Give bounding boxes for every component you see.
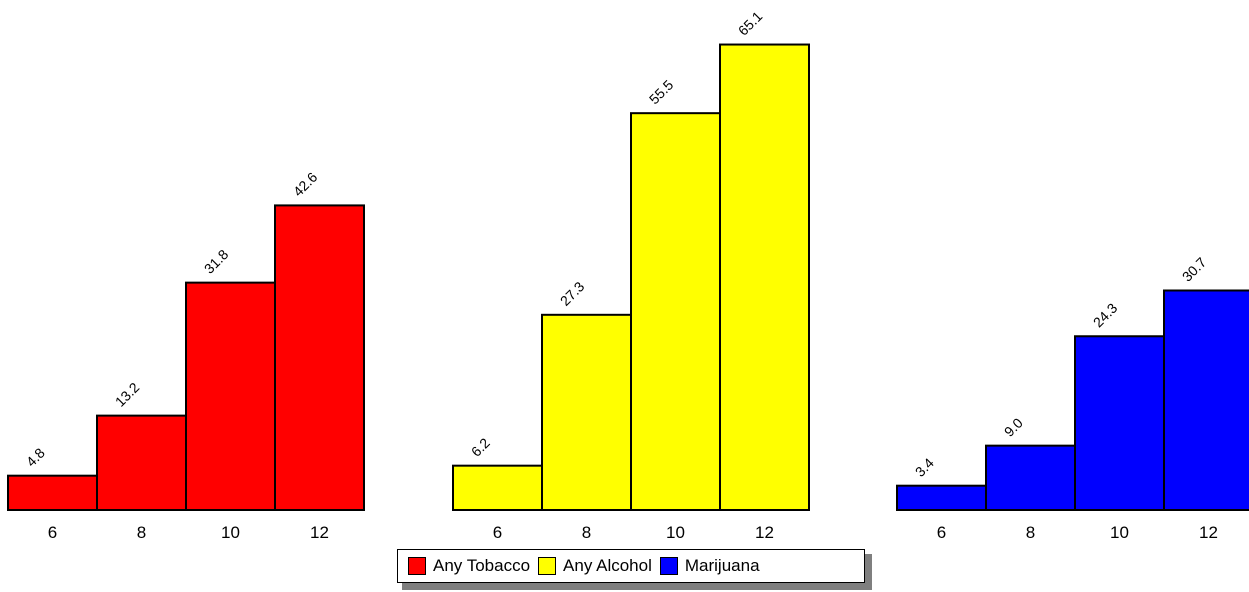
- value-label-marijuana-6: 3.4: [912, 455, 937, 480]
- tick-label-marijuana-8: 8: [1026, 523, 1035, 542]
- tick-label-alcohol-6: 6: [493, 523, 502, 542]
- bar-marijuana-10: [1074, 335, 1165, 511]
- tick-label-marijuana-12: 12: [1199, 523, 1218, 542]
- chart-panel-tobacco: 4.8 6 13.2 8 31.8 10 42.6 12: [7, 169, 365, 542]
- tick-label-tobacco-8: 8: [137, 523, 146, 542]
- value-label-alcohol-8: 27.3: [557, 278, 588, 309]
- legend-swatch-marijuana: [659, 557, 678, 575]
- bar-alcohol-6: [452, 464, 543, 512]
- value-label-tobacco-10: 31.8: [201, 246, 232, 277]
- legend-item-marijuana: Marijuana: [659, 556, 760, 576]
- bar-tobacco-8: [96, 414, 187, 511]
- tick-label-alcohol-12: 12: [755, 523, 774, 542]
- legend-box: Any Tobacco Any Alcohol Marijuana: [397, 549, 865, 583]
- value-label-marijuana-10: 24.3: [1090, 300, 1121, 331]
- chart-panel-marijuana: 3.4 6 9.0 8 24.3 10 30.7 12: [896, 254, 1249, 542]
- legend: Any Tobacco Any Alcohol Marijuana: [397, 549, 872, 590]
- bar-marijuana-12: [1163, 289, 1249, 511]
- value-label-alcohol-12: 65.1: [735, 8, 766, 39]
- tick-label-marijuana-6: 6: [937, 523, 946, 542]
- bar-alcohol-8: [541, 313, 632, 511]
- legend-item-alcohol: Any Alcohol: [538, 556, 652, 576]
- legend-swatch-alcohol: [538, 557, 557, 575]
- value-label-alcohol-10: 55.5: [646, 77, 677, 108]
- bar-tobacco-6: [7, 474, 98, 511]
- tick-label-alcohol-10: 10: [666, 523, 685, 542]
- bar-alcohol-10: [630, 112, 721, 512]
- legend-label-tobacco: Any Tobacco: [433, 556, 531, 575]
- tick-label-marijuana-10: 10: [1110, 523, 1129, 542]
- tick-label-tobacco-12: 12: [310, 523, 329, 542]
- tick-label-tobacco-6: 6: [48, 523, 57, 542]
- value-label-marijuana-12: 30.7: [1179, 254, 1210, 285]
- bar-tobacco-10: [185, 281, 276, 511]
- value-label-tobacco-8: 13.2: [112, 379, 143, 410]
- chart-panel-alcohol: 6.2 6 27.3 8 55.5 10 65.1 12: [452, 8, 810, 542]
- value-label-marijuana-8: 9.0: [1001, 415, 1026, 440]
- value-label-tobacco-6: 4.8: [23, 445, 48, 470]
- tick-label-alcohol-8: 8: [582, 523, 591, 542]
- bar-alcohol-12: [719, 43, 810, 511]
- bar-tobacco-12: [274, 204, 365, 511]
- value-label-tobacco-12: 42.6: [290, 169, 321, 200]
- legend-swatch-tobacco: [408, 557, 426, 575]
- bar-marijuana-8: [985, 444, 1076, 511]
- legend-label-alcohol: Any Alcohol: [563, 556, 652, 575]
- tick-label-tobacco-10: 10: [221, 523, 240, 542]
- legend-item-tobacco: Any Tobacco: [408, 556, 530, 576]
- bar-marijuana-6: [896, 484, 987, 512]
- legend-label-marijuana: Marijuana: [684, 556, 760, 575]
- value-label-alcohol-6: 6.2: [468, 435, 493, 460]
